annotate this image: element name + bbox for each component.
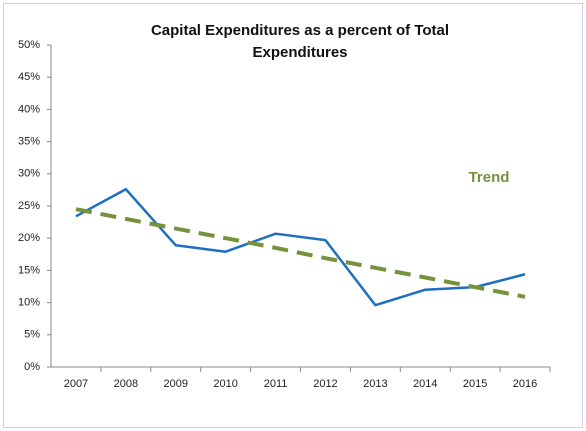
x-tick-label: 2015	[463, 378, 487, 390]
y-tick-label: 40%	[18, 103, 40, 115]
y-tick-label: 30%	[18, 168, 40, 180]
data-line	[75, 188, 526, 307]
x-tick-label: 2009	[164, 378, 188, 390]
series-label: Trend	[469, 169, 510, 186]
y-tick-label: 45%	[18, 71, 40, 83]
x-tick-label: 2013	[363, 378, 387, 390]
x-tick-label: 2016	[513, 378, 537, 390]
trend-line	[75, 207, 526, 299]
x-tick-label: 2008	[114, 378, 138, 390]
x-tick-label: 2011	[264, 378, 288, 390]
x-tick-label: 2010	[213, 378, 237, 390]
x-tick-label: 2007	[64, 378, 88, 390]
x-tick-label: 2014	[413, 378, 437, 390]
y-tick-label: 0%	[24, 361, 40, 373]
y-tick-label: 35%	[18, 136, 40, 148]
y-tick-label: 5%	[24, 329, 40, 341]
x-tick-label: 2012	[313, 378, 337, 390]
y-tick-label: 10%	[18, 297, 40, 309]
chart-border	[3, 3, 583, 428]
y-tick-label: 20%	[18, 232, 40, 244]
y-tick-label: 50%	[18, 39, 40, 51]
y-tick-label: 15%	[18, 264, 40, 276]
chart-title: Capital Expenditures as a percent of Tot…	[150, 22, 450, 61]
y-tick-label: 25%	[18, 200, 40, 212]
